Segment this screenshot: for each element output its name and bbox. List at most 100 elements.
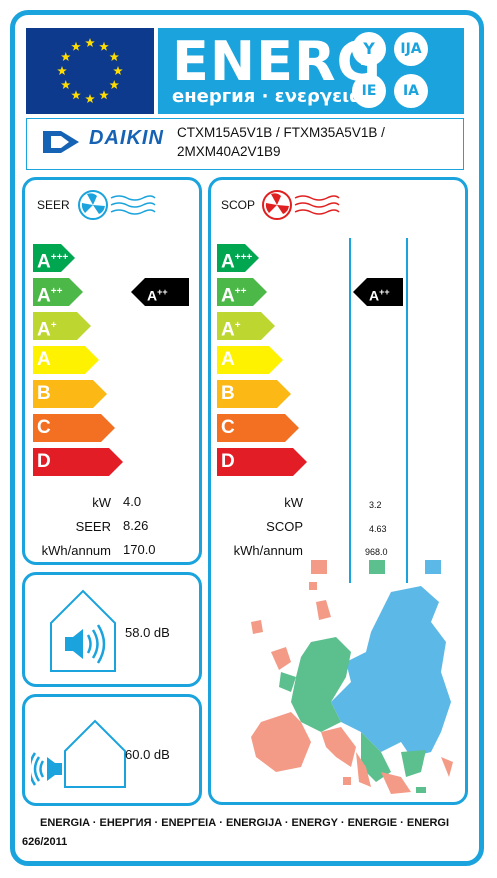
seer-kwh-value: 170.0 xyxy=(123,542,156,557)
seer-scale-arrow-0: A+++ xyxy=(33,244,75,272)
scop-scop-value: 4.63 xyxy=(369,524,387,534)
scop-title: SCOP xyxy=(221,198,256,212)
scop-scale-letter: A xyxy=(221,251,235,273)
supplier-logo-text: DAIKIN xyxy=(89,127,164,149)
eu-star-5 xyxy=(99,90,109,100)
seer-scale-letter: A xyxy=(37,251,51,273)
seer-kwh-label: kWh/annum xyxy=(41,543,111,558)
scop-rating-letter: A xyxy=(369,287,380,304)
scop-scale-arrow-6: D xyxy=(217,448,307,476)
scop-scale-arrow-0: A+++ xyxy=(217,244,259,272)
seer-rating-sup: ++ xyxy=(157,287,168,297)
eu-star-3 xyxy=(113,66,123,75)
scop-scale-letter: A xyxy=(221,285,235,307)
seer-seer-value: 8.26 xyxy=(123,518,149,533)
eu-star-0 xyxy=(85,38,95,47)
scop-kw-value: 3.2 xyxy=(369,500,382,510)
seer-panel: SEER A+++ A++ A+ A B C D A++ kW 4.0 SEER 8.26 … xyxy=(22,177,202,565)
scop-scale-letter: B xyxy=(221,383,235,404)
scop-kwh-value: 968.0 xyxy=(365,547,388,557)
lang-circle-ie: IE xyxy=(352,74,386,108)
lang-circle-ia: IA xyxy=(394,74,428,108)
model-line-2: 2MXM40A2V1B9 xyxy=(177,144,281,159)
energ-title: ENERG xyxy=(172,30,382,93)
seer-scale-letter: B xyxy=(37,383,51,404)
indoor-speaker-icon xyxy=(50,589,116,672)
seer-scale-arrow-6: D xyxy=(33,448,123,476)
supplier-box: DAIKIN CTXM15A5V1B / FTXM35A5V1B / 2MXM4… xyxy=(26,118,464,170)
seer-scale-letter: C xyxy=(37,417,51,438)
seer-scale-arrow-2: A+ xyxy=(33,312,91,340)
seer-scale-sup: ++ xyxy=(50,286,63,297)
scop-scale-arrow-2: A+ xyxy=(217,312,275,340)
scop-panel: SCOP A+++ A++ A+ A B C D A++ kW 3.2 SCOP 4.63 … xyxy=(208,177,468,805)
seer-scale-arrow-5: C xyxy=(33,414,115,442)
seer-kw-label: kW xyxy=(92,495,111,510)
eu-star-11 xyxy=(71,41,81,51)
eu-star-10 xyxy=(61,52,71,61)
scop-rating-sup: ++ xyxy=(379,287,390,297)
seer-scale-arrow-4: B xyxy=(33,380,107,408)
scop-scale-arrow-3: A xyxy=(217,346,283,374)
eu-star-1 xyxy=(99,41,109,51)
scop-scale-sup: ++ xyxy=(234,286,247,297)
seer-title: SEER xyxy=(37,198,70,212)
lang-circle-y: Y xyxy=(352,32,386,66)
seer-scale-sup: + xyxy=(50,320,57,331)
outdoor-speaker-icon xyxy=(31,719,126,788)
europe-climate-map xyxy=(251,582,453,794)
zone-legend-cold xyxy=(425,560,441,574)
seer-scale-arrow-1: A++ xyxy=(33,278,83,306)
eu-flag xyxy=(26,28,154,114)
daikin-logo-icon xyxy=(43,131,79,153)
seer-scale-letter: A xyxy=(37,349,51,370)
seer-scale-letter: A xyxy=(37,319,51,341)
energy-header: ENERG енергия · ενεργεια Y IJA IE IA xyxy=(158,28,464,114)
seer-kw-value: 4.0 xyxy=(123,494,142,509)
label-frame xyxy=(10,10,484,866)
seer-scale-letter: A xyxy=(37,285,51,307)
footer-languages: ENERGIA · ЕНЕРГИЯ · ΕΝΕΡΓΕΙΑ · ENERGIJA … xyxy=(40,817,450,829)
scop-rating-pointer: A++ xyxy=(353,278,403,306)
eu-stars-icon xyxy=(57,38,123,103)
scop-scale-arrow-5: C xyxy=(217,414,299,442)
scop-scale-letter: A xyxy=(221,349,235,370)
scop-column-divider-2 xyxy=(406,238,408,583)
scop-scale-arrow-1: A++ xyxy=(217,278,267,306)
outdoor-noise-value: 60.0 dB xyxy=(125,747,170,762)
energ-subtitle: енергия · ενεργεια xyxy=(172,86,362,107)
scop-scale-sup: + xyxy=(234,320,241,331)
scop-kw-label: kW xyxy=(284,495,303,510)
model-identifier: CTXM15A5V1B / FTXM35A5V1B / 2MXM40A2V1B9 xyxy=(177,123,385,161)
seer-scale-arrow-3: A xyxy=(33,346,99,374)
scop-kwh-label: kWh/annum xyxy=(233,543,303,558)
heating-fan-icon xyxy=(262,190,340,220)
scop-scale-letter: D xyxy=(221,451,235,472)
seer-seer-label: SEER xyxy=(75,519,111,534)
eu-star-2 xyxy=(109,52,119,61)
scop-scale-sup: +++ xyxy=(234,252,253,263)
scop-scale-letter: C xyxy=(221,417,235,438)
eu-star-6 xyxy=(85,94,95,103)
indoor-noise-panel: 58.0 dB xyxy=(22,572,202,687)
seer-rating-pointer: A++ xyxy=(131,278,189,306)
eu-star-9 xyxy=(57,66,67,75)
outdoor-noise-panel: 60.0 dB xyxy=(22,694,202,806)
seer-scale-letter: D xyxy=(37,451,51,472)
eu-star-4 xyxy=(109,80,119,89)
scop-scop-label: SCOP xyxy=(266,519,303,534)
cooling-fan-icon xyxy=(78,190,156,220)
scop-column-divider-1 xyxy=(349,238,351,583)
zone-legend-warm xyxy=(311,560,327,574)
zone-legend-average xyxy=(369,560,385,574)
scop-scale-letter: A xyxy=(221,319,235,341)
scop-scale-arrow-4: B xyxy=(217,380,291,408)
eu-star-8 xyxy=(61,80,71,89)
footer-regulation: 626/2011 xyxy=(22,836,68,848)
seer-rating-letter: A xyxy=(147,287,158,304)
model-line-1: CTXM15A5V1B / FTXM35A5V1B / xyxy=(177,125,385,140)
lang-circle-ija: IJA xyxy=(394,32,428,66)
eu-star-7 xyxy=(71,90,81,100)
seer-scale-sup: +++ xyxy=(50,252,69,263)
indoor-noise-value: 58.0 dB xyxy=(125,625,170,640)
